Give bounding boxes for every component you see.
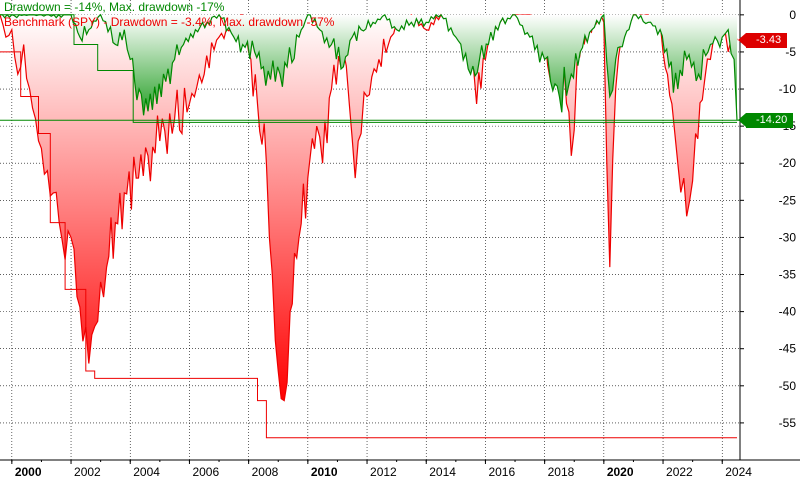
x-tick-label: 2024 — [725, 465, 752, 479]
strategy-drawdown-line — [0, 13, 738, 121]
y-tick-label: -45 — [779, 342, 797, 356]
x-tick-label: 2008 — [252, 465, 279, 479]
series-layer — [0, 13, 740, 439]
y-tick-label: -35 — [779, 268, 797, 282]
y-tick-label: -20 — [779, 156, 797, 170]
benchmark-drawdown-line — [0, 13, 738, 402]
y-tick-label: 0 — [789, 8, 796, 22]
y-tick-label: -55 — [779, 416, 797, 430]
strategy-last-value-badge: -14.20 — [737, 112, 794, 128]
y-tick-label: -10 — [779, 82, 797, 96]
x-tick-label: 2002 — [74, 465, 101, 479]
legend-benchmark: Benchmark (SPY) - Drawdown = -3.4%, Max.… — [4, 15, 335, 29]
benchmark-area — [0, 14, 737, 401]
benchmark-last-value-badge: -3.43 — [737, 32, 788, 48]
legend-strategy: Drawdown = -14%, Max. drawdown -17% — [4, 0, 225, 14]
benchmark-max-drawdown-line — [0, 51, 737, 439]
y-tick-label: -5 — [785, 45, 796, 59]
y-tick-label: -25 — [779, 193, 797, 207]
y-tick-label: -30 — [779, 230, 797, 244]
x-tick-label: 2010 — [311, 465, 338, 479]
x-tick-label: 2018 — [548, 465, 575, 479]
x-tick-label: 2014 — [429, 465, 456, 479]
x-tick-label: 2012 — [370, 465, 397, 479]
x-tick-label: 2006 — [192, 465, 219, 479]
x-tick-label: 2022 — [666, 465, 693, 479]
y-tick-label: -40 — [779, 305, 797, 319]
x-tick-label: 2000 — [15, 465, 42, 479]
x-tick-label: 2020 — [607, 465, 634, 479]
strategy-max-drawdown-line — [0, 14, 737, 123]
x-tick-label: 2004 — [133, 465, 160, 479]
x-tick-label: 2016 — [488, 465, 515, 479]
y-tick-label: -50 — [779, 379, 797, 393]
